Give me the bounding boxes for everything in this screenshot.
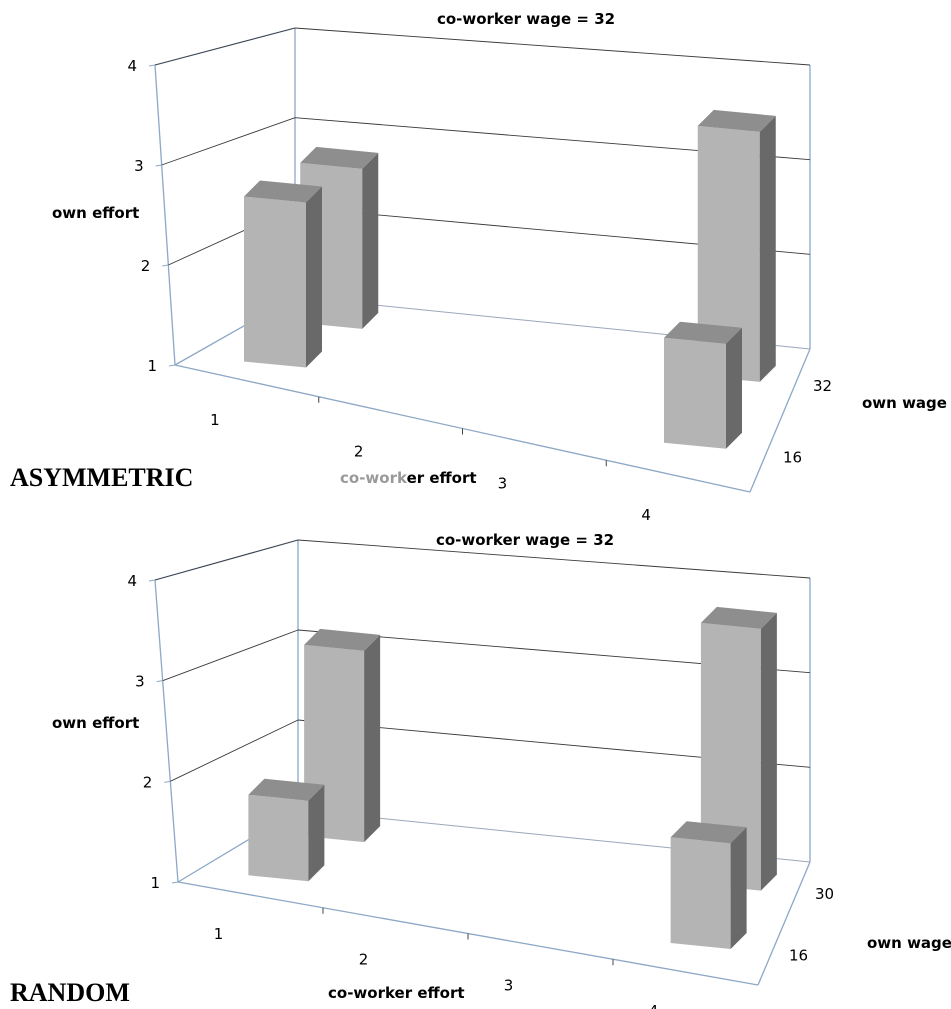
- bar-top-x4-z16: [664, 321, 742, 344]
- y-tick-mark: [168, 364, 176, 367]
- bar-side-x1-z30: [364, 634, 381, 843]
- y-axis-label: own effort: [52, 714, 139, 732]
- bar-group: [248, 606, 777, 949]
- chart-asymmetric: co-worker wage = 32 own effort own wage …: [52, 10, 947, 524]
- y-tick-label: 1: [150, 874, 160, 892]
- bar-top-x4-z30: [700, 606, 777, 629]
- y-tick-label: 3: [134, 157, 144, 175]
- x-tick-label: 2: [359, 951, 369, 969]
- x-tick-label: 4: [649, 1002, 659, 1009]
- bar-top-x1-z16: [248, 778, 325, 801]
- tick-labels: 1 2 3 4 1 2 3 4 16 30: [127, 572, 834, 1009]
- bar-top-x4-z16: [670, 821, 747, 844]
- x-axis-label-part-2: er effort: [407, 469, 477, 487]
- bar-front-x4-z16: [664, 337, 726, 449]
- z-tick-label: 16: [789, 946, 808, 964]
- y-axis-line: [154, 579, 179, 883]
- x-tick-label: 1: [210, 411, 220, 429]
- y-tick-label: 4: [127, 57, 137, 75]
- y-tick-mark: [148, 64, 156, 67]
- bar-side-x1-z16: [308, 784, 325, 882]
- y-tick-mark: [156, 680, 163, 683]
- z-tick-label: 32: [813, 377, 832, 395]
- gridline-back-wall: [297, 539, 811, 579]
- y-tick-mark: [171, 881, 179, 884]
- bar-top-x1-z30: [304, 628, 381, 651]
- y-tick-label: 2: [143, 773, 153, 791]
- gridline-left-wall: [170, 719, 299, 782]
- gridline-left-wall: [154, 539, 299, 581]
- x-tick-label: 1: [214, 925, 224, 943]
- panel-label-random: RANDOM: [10, 978, 130, 1007]
- y-tick-label: 2: [141, 257, 151, 275]
- bar-front-x4-z32: [697, 125, 760, 382]
- bar-top-x1-z16: [244, 180, 322, 203]
- y-axis-label: own effort: [52, 204, 139, 222]
- bar-top-x1-z32: [300, 146, 379, 169]
- x-axis-label: co-worker effort: [340, 469, 477, 487]
- x-axis-label-part-1: co-work: [340, 469, 408, 487]
- gridline-left-wall: [161, 117, 296, 166]
- z-axis-line: [749, 348, 811, 493]
- y-tick-label: 1: [147, 357, 157, 375]
- z-axis-label: own wage: [867, 934, 951, 952]
- chart-title: co-worker wage = 32: [437, 10, 615, 28]
- y-tick-mark: [148, 579, 156, 582]
- y-tick-mark: [164, 780, 171, 783]
- bar-group: [244, 109, 776, 449]
- bar-front-x4-z16: [670, 837, 731, 949]
- gridline-left-wall: [154, 27, 296, 66]
- x-tick-label: 3: [498, 474, 508, 492]
- bar-front-x4-z30: [700, 622, 761, 891]
- z-axis-label: own wage: [862, 394, 947, 412]
- x-tick-label: 4: [641, 506, 651, 524]
- z-tick-label: 30: [815, 885, 834, 903]
- bar-front-x1-z16: [248, 794, 309, 882]
- x-axis-label: co-worker effort: [328, 984, 465, 1002]
- bar-side-x1-z32: [362, 152, 379, 329]
- bar-side-x4-z16: [730, 827, 747, 949]
- z-tick-label: 16: [783, 448, 802, 466]
- bar-side-x4-z32: [759, 115, 776, 382]
- z-axis-line: [757, 861, 811, 986]
- chart-random: co-worker wage = 32 own effort own wage …: [52, 531, 951, 1009]
- bar-side-x4-z16: [726, 327, 742, 449]
- y-axis-line: [154, 64, 176, 366]
- y-tick-label: 3: [135, 673, 145, 691]
- y-tick-mark: [162, 264, 169, 267]
- gridline-back-wall: [294, 27, 811, 66]
- gridline-left-wall: [162, 629, 299, 682]
- x-tick-label: 3: [504, 976, 514, 994]
- y-tick-mark: [155, 164, 162, 167]
- tick-labels: 1 2 3 4 1 2 3 4 16 32: [127, 57, 832, 524]
- panel-label-asymmetric: ASYMMETRIC: [10, 463, 194, 492]
- bar-side-x4-z30: [760, 612, 777, 891]
- x-tick-label: 2: [354, 443, 364, 461]
- bar-side-x1-z16: [306, 186, 322, 368]
- bar-front-x1-z16: [244, 196, 306, 368]
- bar-top-x4-z32: [697, 109, 776, 132]
- y-tick-label: 4: [127, 572, 137, 590]
- chart-title: co-worker wage = 32: [436, 531, 614, 549]
